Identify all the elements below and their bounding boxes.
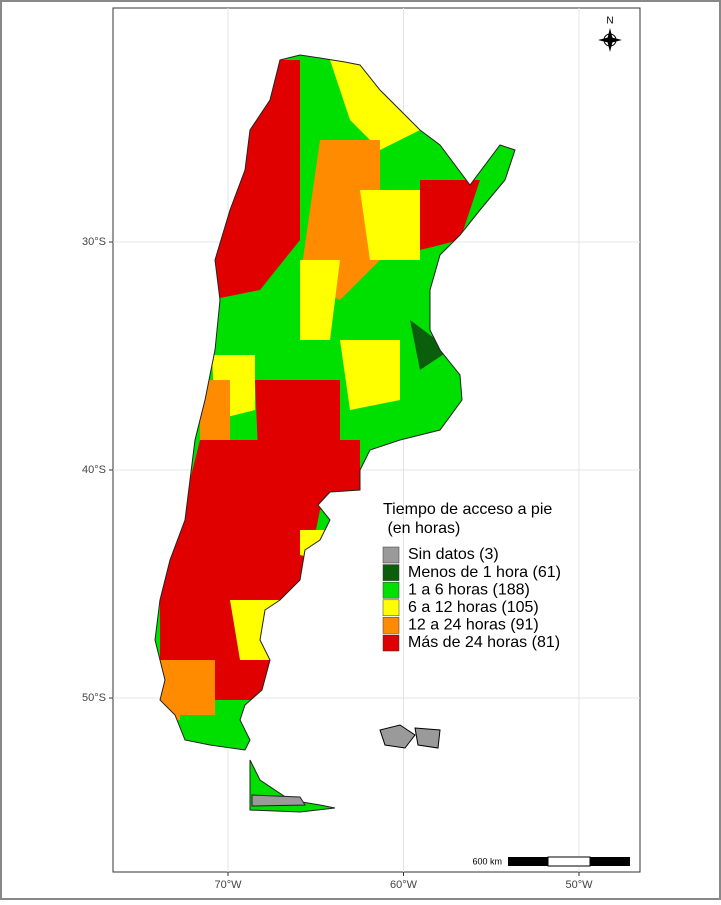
legend-swatch bbox=[382, 617, 400, 634]
lon-tick-label: 50°W bbox=[565, 879, 593, 891]
legend-label: Sin datos (3) bbox=[408, 546, 499, 563]
country-outline bbox=[154, 54, 516, 751]
legend-label: Menos de 1 hora (61) bbox=[408, 564, 561, 581]
legend: Tiempo de acceso a pie (en horas) Sin dat… bbox=[382, 501, 561, 652]
legend-title: (en horas) bbox=[383, 520, 460, 537]
islands bbox=[414, 727, 441, 749]
legend-swatch bbox=[382, 634, 400, 652]
legend-label: 1 a 6 horas (188) bbox=[408, 581, 530, 598]
legend-label: Más de 24 horas (81) bbox=[408, 634, 560, 651]
legend-label: 12 a 24 horas (91) bbox=[408, 617, 539, 634]
lat-tick-label: 50°S bbox=[82, 692, 106, 704]
lat-tick-label: 40°S bbox=[82, 464, 106, 476]
islands bbox=[379, 724, 416, 749]
scale-label: 600 km bbox=[472, 856, 502, 866]
legend-label: 6 a 12 horas (105) bbox=[408, 599, 539, 616]
lon-tick-label: 60°W bbox=[390, 879, 418, 891]
legend-swatch bbox=[382, 546, 400, 564]
scale-bar bbox=[508, 856, 630, 867]
north-arrow bbox=[598, 28, 622, 52]
lon-tick-label: 70°W bbox=[214, 879, 242, 891]
north-label: N bbox=[606, 16, 613, 27]
lat-tick-label: 30°S bbox=[82, 236, 106, 248]
legend-swatch bbox=[382, 599, 400, 617]
legend-swatch bbox=[382, 581, 400, 599]
no-data-area bbox=[251, 794, 306, 807]
legend-swatch bbox=[382, 564, 400, 581]
legend-title: Tiempo de acceso a pie bbox=[383, 501, 552, 518]
